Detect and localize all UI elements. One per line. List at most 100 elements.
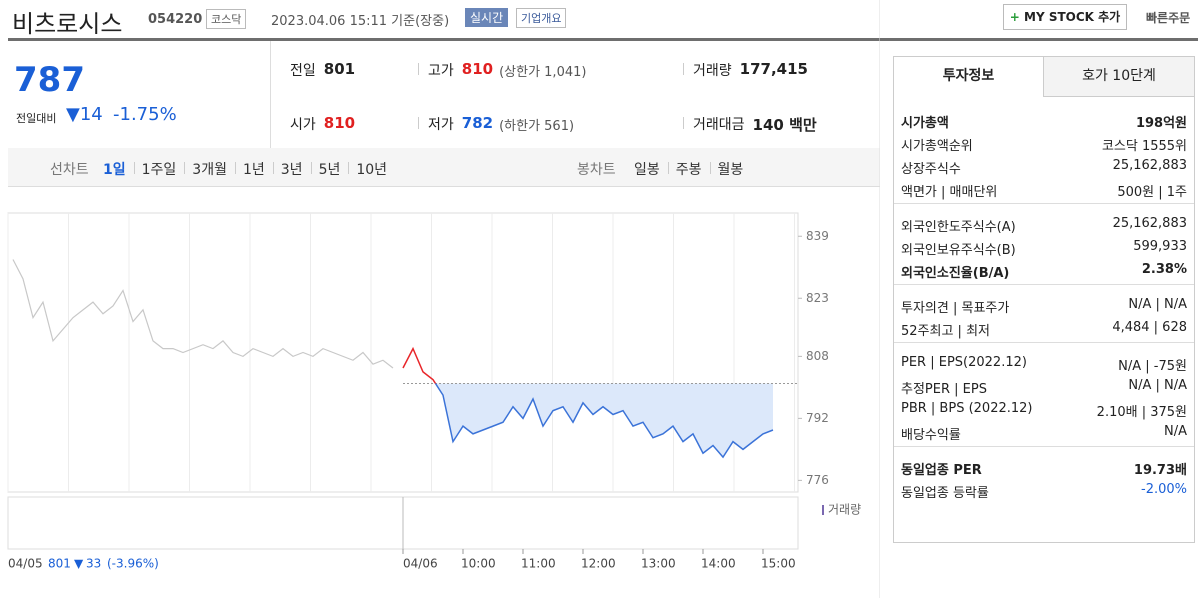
x-tick-label: 10:00 [461, 557, 496, 571]
info-label: 시가총액 [901, 116, 949, 131]
info-value: 2.10배 | 375원 [1096, 405, 1187, 420]
period-tab[interactable]: 3년 [280, 162, 303, 178]
info-label: 투자의견 | 목표주가 [901, 301, 1010, 316]
change: ▼14 [66, 104, 103, 125]
info-panel [893, 56, 1195, 543]
quote-sep [418, 117, 419, 129]
info-value: 4,484 | 628 [1112, 320, 1187, 335]
area-fill [403, 383, 773, 458]
period-tab[interactable]: 3개월 [192, 162, 227, 178]
info-value: 2.38% [1141, 262, 1187, 277]
prev-line [12, 259, 394, 369]
period-bar [8, 148, 880, 187]
tab-sep [234, 162, 236, 174]
quote-label: 시가 [290, 117, 316, 133]
divider [270, 41, 271, 148]
line-chart-label: 선차트 [50, 162, 89, 178]
prev-close: 801 [48, 557, 71, 571]
group-sep [894, 203, 1194, 204]
plus-icon: + [1009, 10, 1025, 24]
info-label: 액면가 | 매매단위 [901, 185, 998, 200]
info-label: 추정PER | EPS [901, 382, 987, 397]
day-label: 04/05 [8, 557, 43, 571]
candle-chart-label: 봉차트 [577, 162, 616, 178]
prev-change: 33 [86, 557, 101, 571]
tab-sep [272, 162, 274, 174]
quote-label: 저가 [428, 117, 454, 133]
info-label: 시가총액순위 [901, 139, 973, 154]
info-value: N/A | N/A [1128, 378, 1187, 393]
change-rate: -1.75% [113, 104, 177, 125]
quote-value: 810 [323, 114, 356, 132]
tab-sep [133, 162, 135, 174]
quote-value: 140 백만 [752, 116, 817, 134]
info-label: 52주최고 | 최저 [901, 324, 990, 339]
period-tab[interactable]: 10년 [356, 162, 388, 178]
y-tick-label: 808 [806, 349, 829, 363]
volume-legend [822, 505, 824, 515]
y-tick-label: 839 [806, 229, 829, 243]
x-tick-label: 15:00 [761, 557, 796, 571]
quote-value: 801 [323, 60, 356, 78]
prev-change-rate: (-3.96%) [107, 557, 159, 571]
info-label: 외국인소진율(B/A) [901, 266, 1010, 281]
info-label: 상장주식수 [901, 162, 961, 177]
tab-sep [310, 162, 312, 174]
candle-tab[interactable]: 월봉 [717, 162, 744, 178]
x-tick-label: 11:00 [521, 557, 556, 571]
y-tick-label: 823 [806, 291, 829, 305]
quote-value: 810 [461, 60, 494, 78]
info-label: PBR | BPS (2022.12) [901, 401, 1033, 416]
chart: 776 792 808 823 839 거래량 04/05 04/06 10:00 11:00 12… [7, 0, 880, 598]
candle-tab[interactable]: 일봉 [634, 162, 660, 178]
tab-sep [184, 162, 186, 174]
market-badge: 코스닥 [206, 9, 247, 29]
info-label: 동일업종 등락률 [901, 486, 989, 501]
info-label: 외국인보유주식수(B) [901, 243, 1016, 258]
period-tab[interactable]: 5년 [318, 162, 341, 178]
timestamp: 2023.04.06 15:11 기준(장중) [271, 14, 450, 29]
quote-sep [683, 63, 684, 75]
quote-sep [418, 63, 419, 75]
group-sep [894, 446, 1194, 447]
down-arrow: ▼ [66, 104, 80, 125]
candle-tab[interactable]: 주봉 [675, 162, 702, 178]
period-tab[interactable]: 1일 [103, 162, 126, 178]
info-tab[interactable]: 호가 10단계 [1043, 57, 1194, 97]
info-label: PER | EPS(2022.12) [901, 355, 1027, 370]
header-rule [8, 38, 1198, 41]
info-value: 25,162,883 [1112, 158, 1187, 173]
info-value: 198억원 [1135, 116, 1187, 131]
info-label: 동일업종 PER [901, 463, 982, 478]
mystock-button[interactable]: + MY STOCK 추가 [1003, 4, 1127, 30]
mystock-label: MY STOCK 추가 [1024, 10, 1121, 24]
plot-frame [7, 212, 799, 493]
info-value: -2.00% [1141, 482, 1187, 497]
prev-arrow: ▼ [74, 557, 84, 571]
info-value: N/A | -75원 [1118, 359, 1187, 374]
volume-label: 거래량 [828, 503, 861, 517]
quote-sep [683, 117, 684, 129]
quote-value: 782 [461, 114, 494, 132]
stock-name: 비츠로시스 [12, 10, 123, 38]
info-tab[interactable]: 투자정보 [894, 57, 1043, 96]
day-label: 04/06 [403, 557, 438, 571]
x-tick-label: 14:00 [701, 557, 736, 571]
info-value: N/A | N/A [1128, 297, 1187, 312]
change-label: 전일대비 [16, 112, 57, 125]
quick-order[interactable]: 빠른주문 [1146, 11, 1191, 25]
period-tab[interactable]: 1주일 [141, 162, 177, 178]
info-value: 코스닥 1555위 [1101, 139, 1187, 154]
quote-label: 거래대금 [693, 117, 745, 133]
group-sep [894, 284, 1194, 285]
info-value: 25,162,883 [1112, 216, 1187, 231]
price-line [434, 383, 774, 459]
y-tick-label: 776 [806, 473, 829, 487]
tab-sep [667, 162, 669, 174]
realtime-badge[interactable]: 실시간 [465, 8, 509, 27]
quote-label: 거래량 [693, 63, 732, 79]
overview-button[interactable]: 기업개요 [516, 8, 567, 28]
y-tick-label: 792 [806, 411, 829, 425]
stock-code: 054220 [148, 12, 203, 27]
period-tab[interactable]: 1년 [242, 162, 265, 178]
